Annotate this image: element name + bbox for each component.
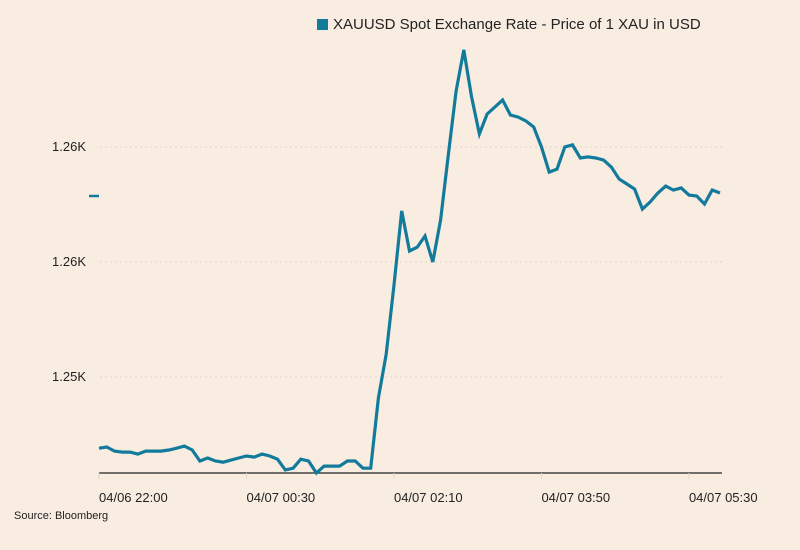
x-tick-label: 04/07 05:30 bbox=[689, 490, 758, 505]
y-tick-label: 1.26K bbox=[52, 139, 86, 154]
x-tick-label: 04/07 02:10 bbox=[394, 490, 463, 505]
series-line bbox=[98, 49, 721, 476]
x-tick-label: 04/07 00:30 bbox=[246, 490, 315, 505]
y-tick-label: 1.26K bbox=[52, 254, 86, 269]
y-tick-label: 1.25K bbox=[52, 369, 86, 384]
series-layer bbox=[89, 49, 721, 476]
gridlines bbox=[100, 146, 722, 378]
y-axis-ticks: 1.26K 1.26K 1.25K bbox=[52, 139, 86, 384]
x-axis bbox=[98, 472, 722, 479]
legend-label: XAUUSD Spot Exchange Rate - Price of 1 X… bbox=[333, 16, 701, 33]
legend: XAUUSD Spot Exchange Rate - Price of 1 X… bbox=[317, 16, 701, 33]
legend-swatch bbox=[317, 19, 328, 30]
x-tick-label: 04/06 22:00 bbox=[99, 490, 168, 505]
x-tick-label: 04/07 03:50 bbox=[541, 490, 610, 505]
x-axis-ticks: 04/06 22:00 04/07 00:30 04/07 02:10 04/07 0… bbox=[99, 490, 758, 505]
source-note: Source: Bloomberg bbox=[14, 510, 109, 522]
